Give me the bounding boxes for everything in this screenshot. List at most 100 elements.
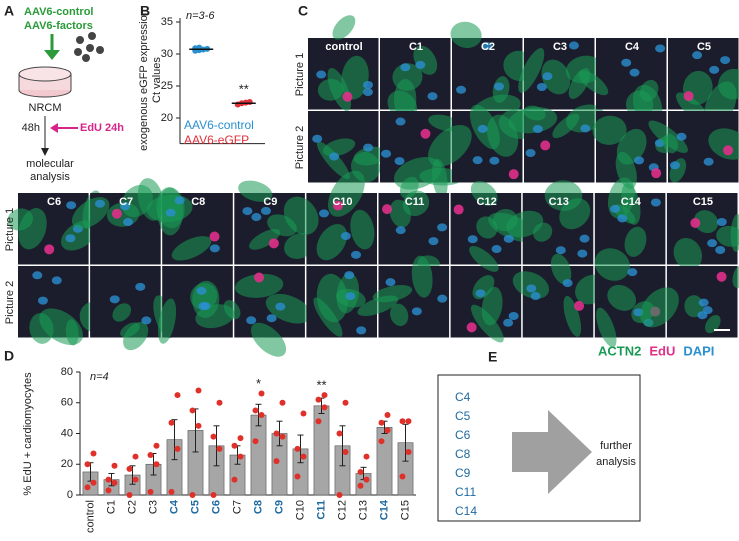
nucleus [165, 208, 176, 217]
cell [450, 21, 482, 48]
nucleus [655, 44, 666, 53]
nucleus [555, 246, 566, 255]
cell [29, 312, 54, 344]
nucleus [200, 301, 211, 310]
cell [7, 208, 33, 231]
cell [411, 255, 433, 298]
cell [544, 180, 583, 211]
panel-label: D [4, 348, 14, 364]
nucleus [342, 91, 353, 102]
data-point [174, 392, 181, 399]
data-point [321, 392, 328, 399]
row-label: Picture 2 [294, 126, 306, 169]
candidate: C8 [455, 447, 471, 461]
data-point [321, 404, 328, 411]
cell [332, 15, 356, 40]
nucleus [651, 168, 662, 179]
nucleus [627, 268, 638, 277]
y-axis-label: % EdU + cardiomyocytes [22, 372, 34, 496]
y-axis-label: exogenous eGFP expression [138, 9, 150, 151]
nucleus [489, 156, 500, 165]
nucleus [345, 292, 356, 301]
significance: ** [316, 378, 326, 393]
y-tick-label: 35 [161, 16, 173, 28]
data-point [168, 488, 175, 495]
nucleus [532, 125, 543, 134]
nucleus [415, 60, 426, 69]
data-point [258, 390, 265, 397]
nucleus [720, 56, 731, 65]
data-point [84, 484, 91, 491]
data-point [111, 462, 118, 469]
x-tick-label: C11 [315, 500, 327, 520]
cell [639, 79, 659, 102]
cell [594, 248, 630, 281]
data-point [399, 473, 406, 480]
data-point [384, 412, 391, 419]
candidate: C4 [455, 390, 471, 404]
data-point [336, 430, 343, 437]
column-label: C8 [191, 196, 205, 208]
nucleus [715, 246, 726, 255]
arrow-head [41, 148, 49, 156]
nucleus [94, 199, 105, 208]
nucleus [482, 41, 493, 50]
data-point [273, 430, 280, 437]
x-tick-label: C7 [231, 500, 243, 514]
data-point [84, 461, 91, 468]
cell [518, 47, 545, 93]
legend-entry: AAV6-eGFP [184, 133, 249, 147]
row-label: Picture 2 [4, 281, 16, 324]
cell [123, 321, 149, 351]
data-point [153, 461, 160, 468]
cell [112, 303, 132, 322]
cell-label: NRCM [29, 102, 62, 114]
stain-legend: ACTN2 [598, 343, 641, 358]
nucleus [526, 284, 537, 293]
data-point [315, 396, 322, 403]
cell [673, 237, 703, 270]
cell [283, 196, 319, 235]
nucleus [723, 145, 734, 156]
outcome-label: further [600, 440, 632, 452]
cell [428, 124, 472, 167]
cell [469, 245, 499, 272]
cell [353, 146, 387, 166]
data-point [174, 445, 181, 452]
nucleus [540, 140, 551, 151]
result-label: analysis [30, 171, 70, 183]
arrow-head [44, 50, 60, 60]
significance: * [256, 376, 261, 391]
y-tick-label: 20 [61, 458, 73, 470]
nucleus [400, 63, 411, 72]
x-tick-label: C14 [378, 499, 390, 520]
nucleus [209, 244, 220, 253]
data-point [111, 479, 118, 486]
nucleus [508, 169, 519, 180]
x-tick-label: C10 [294, 500, 306, 520]
y-tick-label: 25 [161, 80, 173, 92]
cell [265, 293, 312, 324]
nucleus [577, 249, 588, 258]
column-label: C4 [625, 41, 640, 53]
data-point [258, 412, 265, 419]
nucleus [394, 157, 405, 166]
data-point [252, 407, 259, 414]
cell [533, 222, 553, 242]
cell [694, 210, 719, 234]
nucleus [209, 231, 220, 242]
cell [316, 224, 348, 261]
nucleus [650, 198, 661, 207]
nucleus [363, 80, 374, 89]
y-tick-label: 0 [67, 489, 73, 501]
cell [238, 180, 273, 202]
data-point [342, 448, 349, 455]
cell [317, 78, 344, 101]
nucleus [477, 124, 488, 133]
cell [624, 226, 647, 257]
cell [732, 265, 739, 289]
column-label: C3 [553, 41, 567, 53]
data-point [147, 452, 154, 459]
cell [596, 307, 617, 348]
column-label: C7 [119, 196, 133, 208]
